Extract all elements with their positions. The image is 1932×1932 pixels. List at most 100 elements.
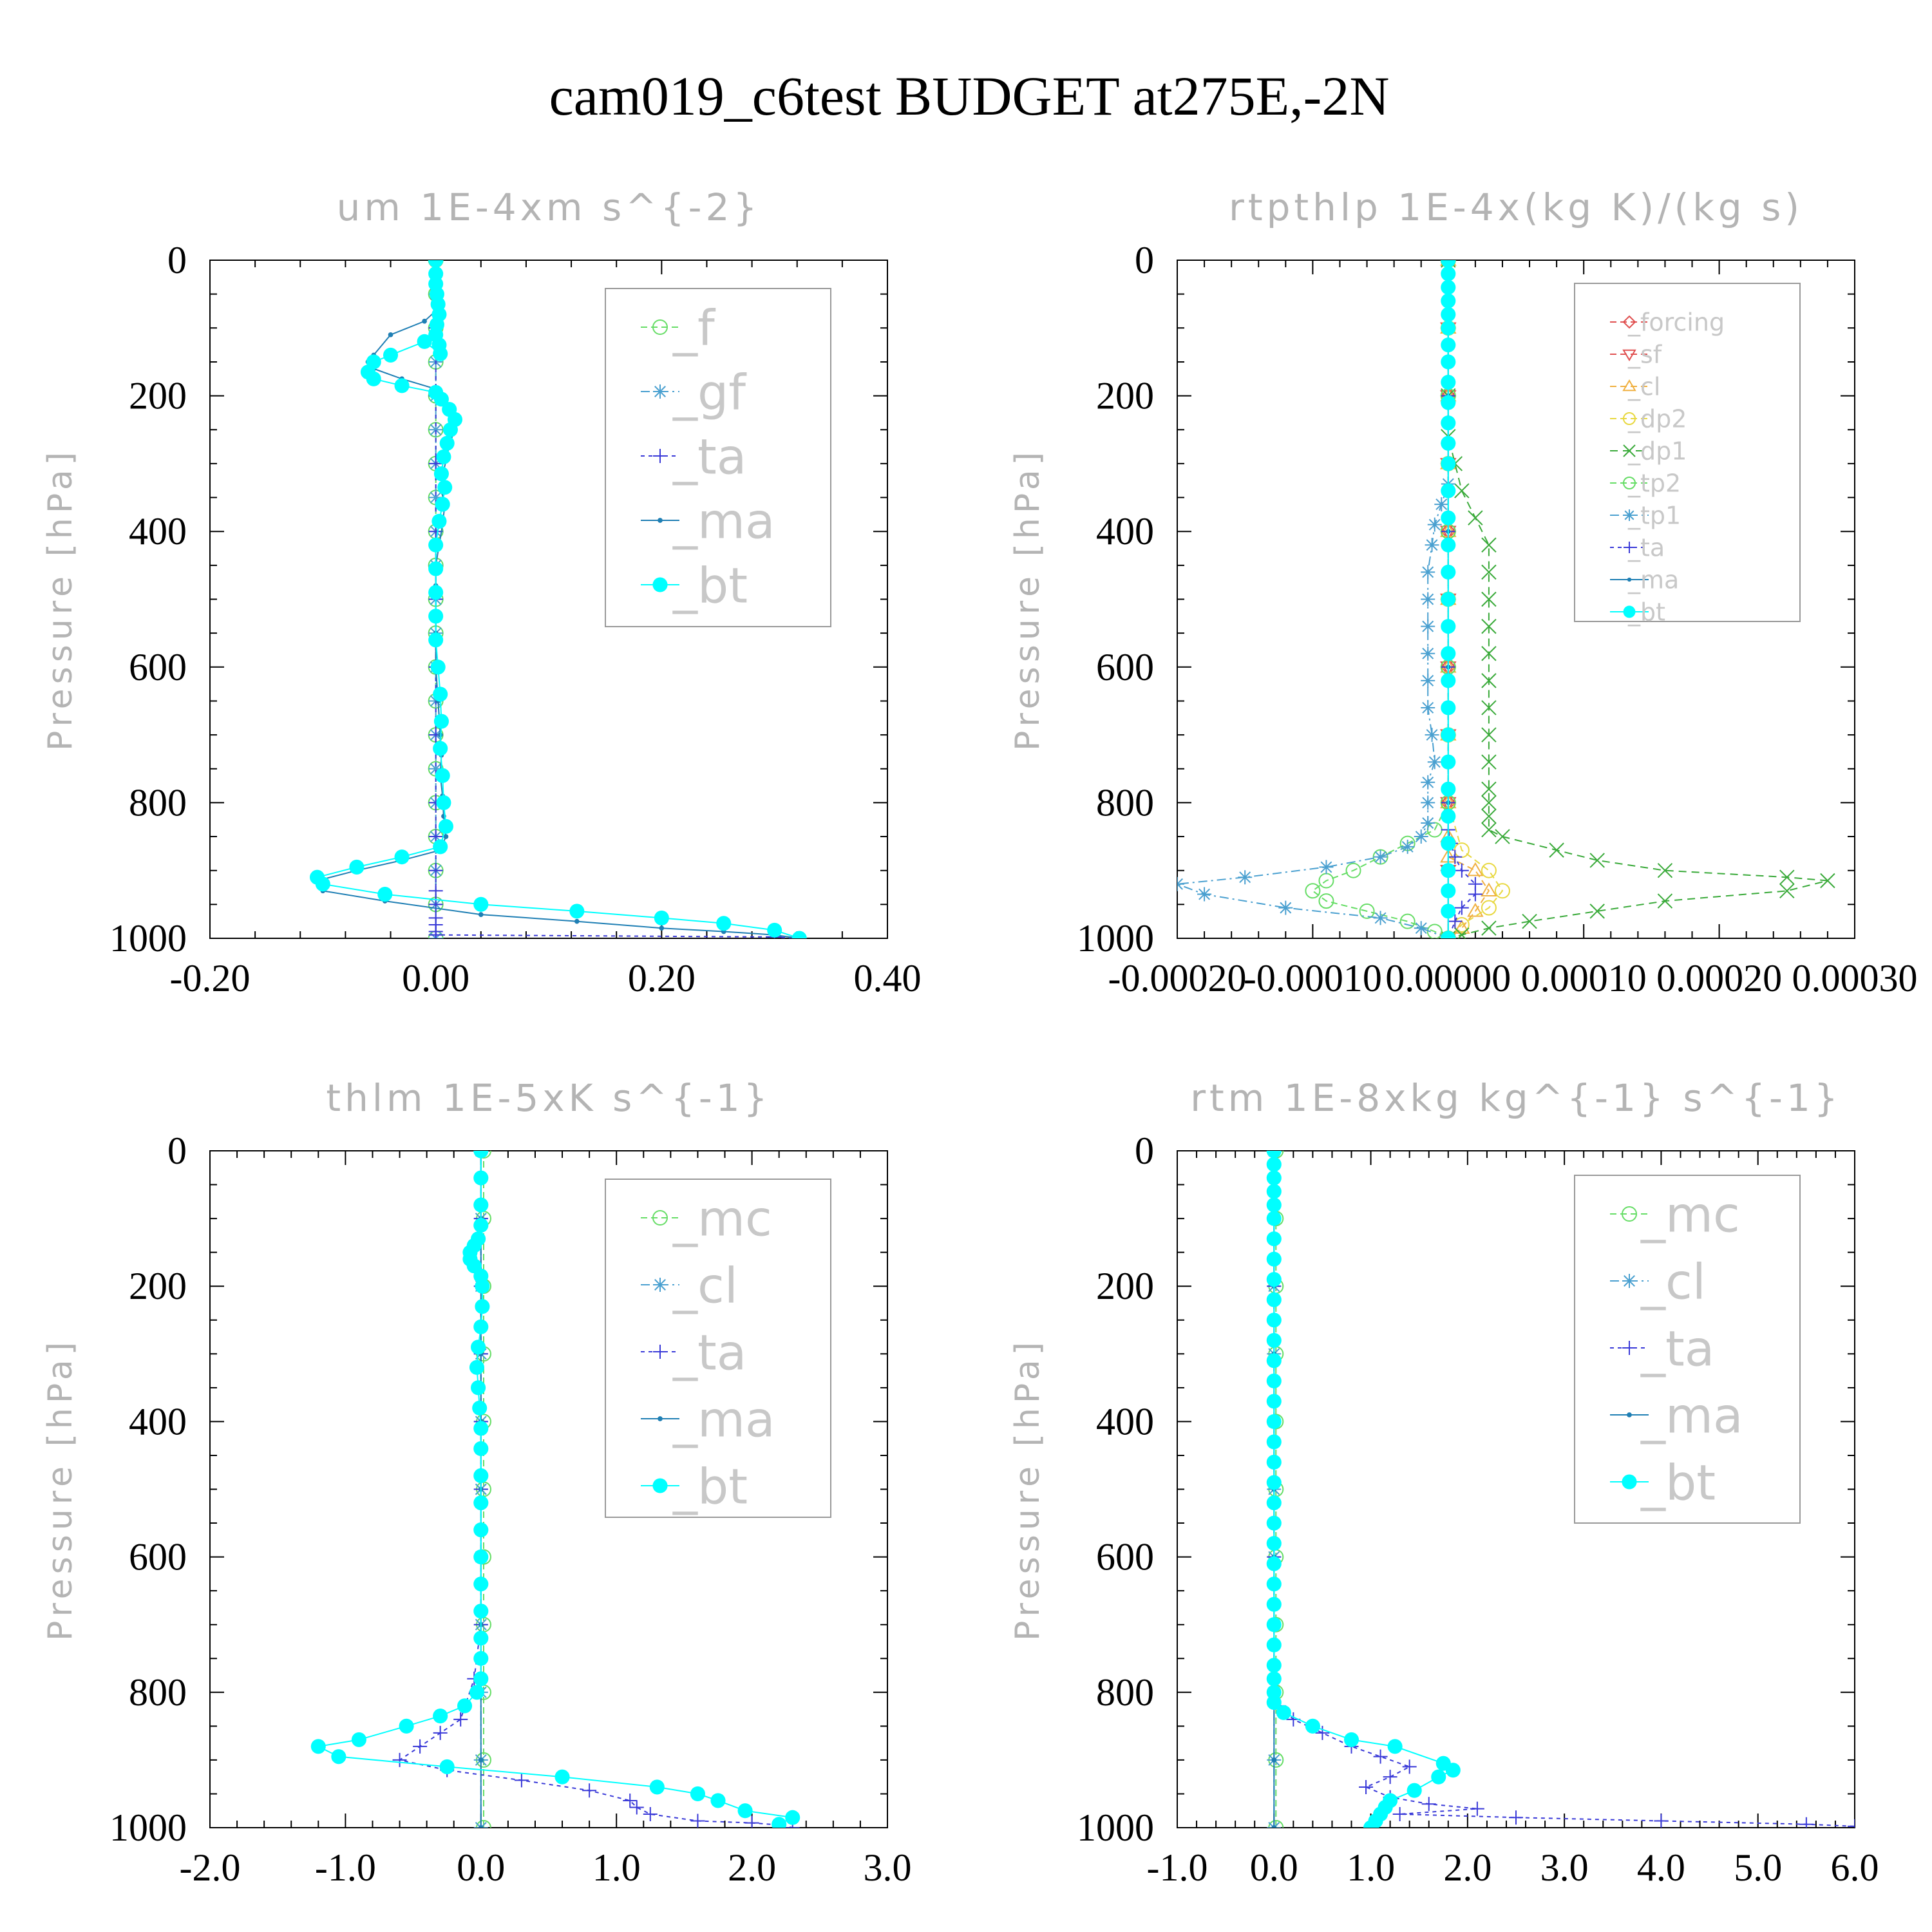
data-point <box>1414 829 1428 844</box>
data-point <box>473 1151 489 1159</box>
data-point <box>1402 1759 1417 1774</box>
data-point <box>1441 808 1456 824</box>
data-point <box>475 1278 490 1294</box>
data-point <box>473 1671 489 1687</box>
data-point <box>1481 882 1497 896</box>
data-point <box>1481 618 1497 634</box>
y-tick-label: 0 <box>167 1130 187 1172</box>
data-point <box>1359 903 1375 919</box>
legend-item: _mc <box>641 1189 772 1247</box>
data-point <box>1421 700 1435 715</box>
data-point <box>433 346 448 361</box>
data-point <box>428 761 443 776</box>
legend-marker <box>1622 1274 1636 1288</box>
data-point <box>428 266 444 281</box>
data-point <box>473 1549 489 1565</box>
data-point <box>744 1815 759 1828</box>
x-tick-label: 1.0 <box>1347 1846 1395 1889</box>
data-point <box>1343 1732 1359 1747</box>
data-point <box>439 1759 455 1774</box>
data-point <box>1820 873 1835 889</box>
seriestp1 <box>1177 260 1455 938</box>
data-point <box>1266 1394 1282 1409</box>
data-point <box>1481 822 1497 838</box>
plot-area <box>1177 260 1835 938</box>
legend-label: _ta <box>672 1323 746 1381</box>
data-point <box>1266 1434 1282 1450</box>
data-point <box>428 422 443 437</box>
figure-title: cam019_c6test BUDGET at275E,-2N <box>549 65 1390 127</box>
legend-item: _bt <box>1610 598 1665 627</box>
seriesbt <box>310 260 807 938</box>
data-point <box>1481 862 1497 878</box>
data-point <box>1454 920 1470 934</box>
legend-item: _forcing <box>1610 308 1725 337</box>
legend-marker <box>1623 444 1636 457</box>
data-point <box>1441 863 1456 878</box>
data-point <box>1305 883 1321 899</box>
data-point <box>1441 754 1456 770</box>
data-point <box>1266 1272 1282 1287</box>
legend-item: _ma <box>1610 1387 1743 1444</box>
data-point <box>1481 537 1497 553</box>
data-point <box>473 1522 489 1538</box>
data-point <box>1481 673 1497 688</box>
data-point <box>1441 260 1456 268</box>
legend: _mc _cl _ta _ma _bt <box>1574 1175 1801 1524</box>
data-point <box>1468 887 1482 902</box>
legend-item: _bt <box>641 1457 748 1515</box>
data-point <box>428 863 443 878</box>
data-point <box>649 1779 665 1795</box>
data-point <box>1238 870 1253 885</box>
legend-marker <box>1622 1206 1637 1222</box>
y-tick-label: 1000 <box>109 1806 187 1849</box>
legend-marker <box>1622 349 1636 361</box>
legend: _f _gf _ta _ma _bt <box>605 288 831 627</box>
y-axis-label: Pressure [hPa] <box>41 1338 80 1641</box>
data-point <box>1266 1211 1282 1226</box>
data-point <box>413 1739 428 1754</box>
data-point <box>1481 795 1497 811</box>
legend-label: _sf <box>1627 341 1663 369</box>
data-point <box>1481 591 1497 607</box>
data-point <box>1454 863 1469 878</box>
data-point <box>1359 1779 1374 1794</box>
legend-marker <box>652 1478 668 1493</box>
legend-marker <box>1623 477 1636 489</box>
legend-item: _ta <box>1610 534 1665 562</box>
data-point <box>1421 619 1435 634</box>
data-point <box>392 1752 407 1767</box>
data-point <box>1425 538 1439 553</box>
data-point <box>1441 931 1456 938</box>
data-point <box>1421 565 1435 580</box>
panel-title: um 1E-4xm s^{-2} <box>337 185 761 229</box>
data-point <box>428 260 444 268</box>
y-tick-label: 200 <box>1096 1265 1154 1307</box>
y-tick-label: 1000 <box>1077 917 1154 960</box>
data-point <box>1266 1170 1282 1186</box>
legend-label: _ma <box>672 492 775 549</box>
data-point <box>1589 904 1605 919</box>
data-point <box>438 819 453 834</box>
legend: _forcing _sf _cl _dp2 _dp1 _tp2 _tp1 _ta _ma _bt <box>1574 283 1801 627</box>
y-tick-label: 800 <box>1096 781 1154 824</box>
data-point <box>1319 860 1334 875</box>
data-point <box>1657 893 1673 909</box>
data-point <box>471 1340 486 1355</box>
legend-marker <box>653 1345 667 1359</box>
x-tick-label: 0.00 <box>402 957 469 999</box>
seriesbt <box>1266 1151 1461 1828</box>
data-point <box>716 916 732 931</box>
data-point <box>1441 293 1456 308</box>
data-point <box>574 918 580 924</box>
x-tick-label: -0.20 <box>170 957 251 999</box>
data-point <box>1266 1292 1282 1307</box>
legend-item: _cl <box>641 1256 738 1314</box>
data-point <box>690 1786 705 1801</box>
data-point <box>1441 673 1456 688</box>
legend-marker <box>658 518 663 523</box>
data-point <box>1425 728 1439 743</box>
data-point <box>1441 619 1456 634</box>
data-point <box>473 1577 489 1592</box>
data-point <box>1468 510 1483 526</box>
